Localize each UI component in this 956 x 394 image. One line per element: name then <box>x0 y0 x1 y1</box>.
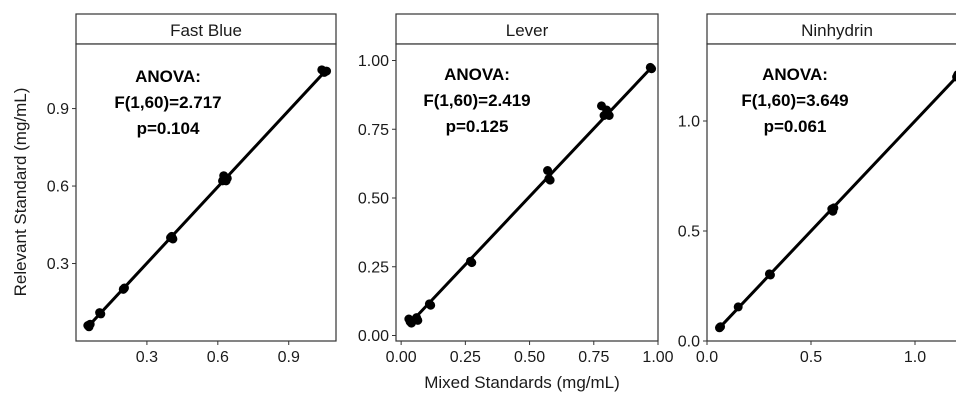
anova-annotation-line: p=0.125 <box>446 117 509 136</box>
panel-ninhydrin: Ninhydrin 0.0 0.5 1.0 0.0 0.5 1.0 ANOVA: F(1,60)… <box>678 13 956 366</box>
y-tick-label: 0.9 <box>47 101 69 118</box>
facet-strip-label: Fast Blue <box>170 21 242 40</box>
y-tick-label: 0.3 <box>47 256 69 273</box>
panel-data-layer <box>83 65 332 332</box>
data-point <box>716 322 726 332</box>
x-tick-label: 0.50 <box>514 349 545 366</box>
x-tick-label: 0.00 <box>386 349 417 366</box>
anova-annotation-line: F(1,60)=2.717 <box>114 93 221 112</box>
facet-strip <box>75 13 337 45</box>
panel-lever: Lever 0.00 0.25 0.50 0.75 1.00 0.00 0.25 0.50 0.7… <box>358 13 674 366</box>
y-tick-label: 0.6 <box>47 179 69 196</box>
data-point <box>222 173 232 183</box>
data-point <box>168 234 178 244</box>
y-tick-label: 0.0 <box>678 334 700 351</box>
data-point <box>543 166 553 175</box>
y-tick-label: 0.25 <box>358 259 389 276</box>
x-tick-label: 0.5 <box>800 349 822 366</box>
y-tick-label: 0.75 <box>358 122 389 139</box>
facet-strip-label: Ninhydrin <box>801 21 873 40</box>
panel-data-layer <box>714 70 956 333</box>
data-point <box>604 111 614 120</box>
data-point <box>322 66 332 76</box>
facet-strip <box>706 13 956 45</box>
x-tick-label: 1.00 <box>642 349 673 366</box>
x-axis-title: Mixed Standards (mg/mL) <box>424 373 620 392</box>
data-point <box>765 270 775 280</box>
anova-annotation-line: p=0.104 <box>137 119 200 138</box>
anova-annotation-line: p=0.061 <box>764 117 827 136</box>
y-tick-label: 1.0 <box>678 114 700 131</box>
data-point <box>545 175 555 185</box>
y-tick-label: 0.00 <box>358 328 389 345</box>
data-point <box>96 309 106 319</box>
x-tick-label: 0.0 <box>696 349 718 366</box>
anova-annotation-line: ANOVA: <box>762 65 828 84</box>
fit-line <box>718 75 956 329</box>
data-point <box>119 283 129 293</box>
panel-data-layer <box>404 62 657 328</box>
data-point <box>647 64 657 74</box>
x-tick-label: 0.6 <box>207 349 229 366</box>
y-tick-label: 0.5 <box>678 224 700 241</box>
data-point <box>413 315 423 325</box>
fit-line <box>86 68 328 328</box>
data-point <box>467 258 477 268</box>
data-point <box>733 302 743 312</box>
anova-annotation-line: F(1,60)=3.649 <box>741 91 848 110</box>
data-point <box>85 319 95 329</box>
y-axis-title: Relevant Standard (mg/mL) <box>11 88 30 297</box>
data-point <box>426 300 436 310</box>
x-tick-label: 0.3 <box>136 349 158 366</box>
data-point <box>829 203 839 213</box>
plot-panel <box>706 43 956 342</box>
x-tick-label: 0.75 <box>578 349 609 366</box>
facet-strip <box>395 13 659 45</box>
y-tick-label: 0.50 <box>358 191 389 208</box>
x-tick-label: 1.0 <box>904 349 926 366</box>
anova-annotation-line: ANOVA: <box>444 65 510 84</box>
x-tick-label: 0.25 <box>450 349 481 366</box>
anova-annotation-line: F(1,60)=2.419 <box>423 91 530 110</box>
y-tick-label: 1.00 <box>358 53 389 70</box>
facet-strip-label: Lever <box>506 21 549 40</box>
data-point <box>953 70 956 79</box>
anova-annotation-line: ANOVA: <box>135 67 201 86</box>
x-tick-label: 0.9 <box>278 349 300 366</box>
panel-fast-blue: Fast Blue 0.3 0.6 0.9 0.3 0.6 0.9 ANOVA: F(1,60)… <box>47 13 337 366</box>
